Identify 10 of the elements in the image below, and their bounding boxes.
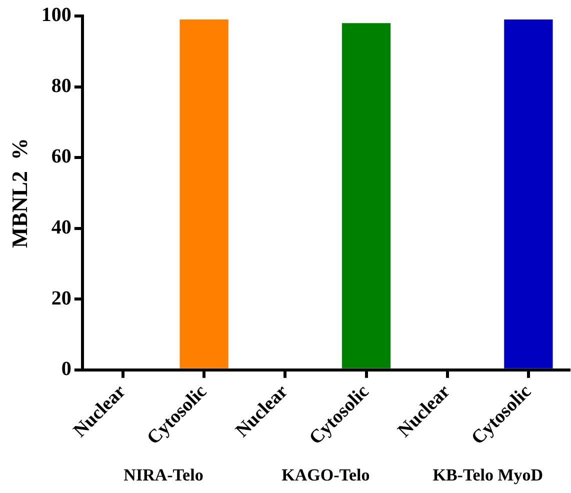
y-tick-label: 40 [51,216,72,239]
text: KAGO-Telo [282,465,370,484]
text: NIRA-Telo [124,465,204,484]
y-tick-label: 0 [61,358,72,380]
y-tick-label: 100 [41,4,72,26]
y-tick-label: 80 [51,74,72,97]
text: KB-Telo MyoD [432,465,544,484]
y-axis-title: MBNL2 % [6,138,32,248]
y-tick-label: 60 [51,146,72,168]
y-tick-label: 20 [51,287,72,310]
